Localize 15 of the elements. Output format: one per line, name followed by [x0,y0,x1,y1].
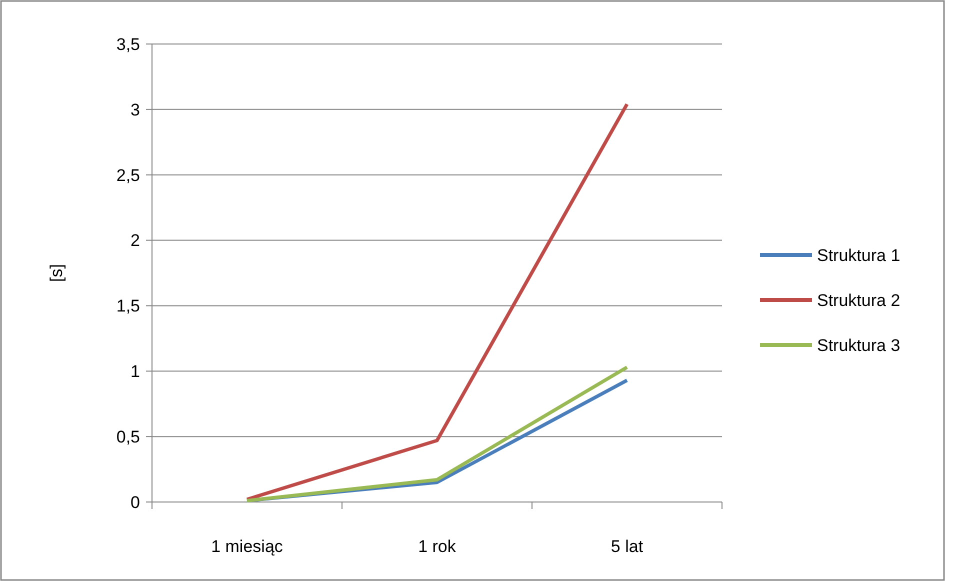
legend-label: Struktura 1 [817,246,900,265]
y-tick-label: 0,5 [116,428,140,447]
y-tick-label: 2 [130,231,140,250]
legend-label: Struktura 3 [817,336,900,355]
y-tick-label: 0 [130,492,140,512]
legend-label: Struktura 2 [817,290,900,310]
x-tick-label: 1 miesiąc [211,537,284,556]
y-tick-label: 1 [130,362,140,382]
x-tick-label: 5 lat [610,537,644,556]
x-tick-label: 1 rok [418,537,456,556]
y-tick-label: 3,5 [116,34,140,54]
y-tick-label: 2,5 [116,166,140,185]
y-tick-label: 1,5 [116,296,140,316]
y-tick-label: 3 [130,100,140,120]
y-axis-title: [s] [47,264,66,282]
